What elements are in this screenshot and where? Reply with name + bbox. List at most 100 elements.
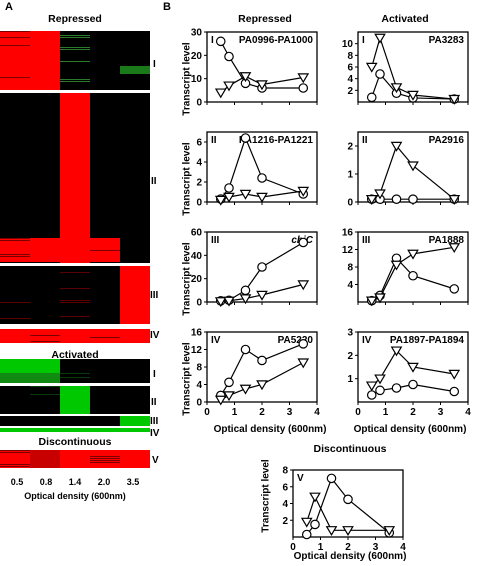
heatmap-cluster-label: II	[151, 176, 157, 187]
data-point-circle	[366, 92, 377, 103]
y-tick-label: 0	[196, 198, 202, 209]
data-point-triangle	[300, 517, 313, 528]
x-tick-label: 1	[232, 407, 238, 418]
data-point-circle	[298, 339, 309, 349]
cluster-label: IV	[362, 335, 372, 346]
heatmap-cell	[60, 266, 90, 324]
heatmap-x-tick: 0.8	[39, 477, 53, 487]
y-tick-label: 1	[347, 374, 353, 385]
data-point-triangle	[342, 526, 354, 537]
data-point-triangle	[374, 189, 386, 200]
heatmap-cell	[60, 316, 90, 317]
y-tick-label: 30	[191, 28, 203, 39]
heatmap-cell	[90, 359, 120, 383]
plot-discontinuous-V: 2 4 6 8 0 1 2 3 4 V	[282, 466, 406, 554]
heatmap-cell	[60, 79, 90, 80]
y-tick-label: 2	[347, 142, 353, 153]
data-point-triangle	[297, 73, 310, 84]
data-point-triangle	[223, 296, 235, 307]
gene-label: PA3283	[429, 35, 465, 46]
heatmap-discontinuous-title: Discontinuous	[38, 436, 112, 448]
heatmap-cell	[0, 266, 30, 324]
y-tick-label: 6	[282, 482, 288, 493]
data-point-circle	[240, 133, 251, 143]
data-point-triangle	[256, 290, 268, 301]
data-point-circle	[366, 390, 377, 400]
x-axis-label: Optical density (600nm)	[293, 551, 407, 562]
heatmap-cell	[60, 329, 90, 343]
x-tick-label: 4	[465, 407, 471, 418]
heatmap-cell	[90, 266, 120, 324]
data-point-circle	[449, 386, 460, 397]
data-point-triangle	[256, 192, 268, 203]
data-point-circle	[257, 355, 267, 366]
heatmap-cell	[90, 329, 120, 343]
y-tick-label: 20	[191, 274, 203, 285]
data-point-triangle	[365, 381, 378, 392]
x-tick-label: 4	[314, 407, 320, 418]
heatmap	[0, 31, 150, 468]
heatmap-cell	[60, 359, 90, 383]
x-tick-label: 3	[373, 542, 379, 553]
heatmap-cell	[60, 93, 90, 264]
y-tick-label: 4	[347, 74, 353, 85]
plot-repressed-III: 0204060IIIchiC	[191, 228, 318, 309]
data-point-circle	[375, 69, 385, 79]
y-tick-label: 12	[342, 245, 354, 256]
gene-label: PA2916	[429, 135, 465, 146]
heatmap-x-tick: 0.5	[10, 477, 24, 487]
heatmap-cell	[30, 31, 60, 90]
heatmap-cell	[90, 458, 120, 459]
heatmap-cell	[30, 386, 60, 414]
heatmap-cell	[0, 31, 30, 32]
heatmap-cell	[30, 266, 60, 324]
heatmap-cell	[90, 386, 120, 414]
data-point-triangle	[239, 384, 252, 395]
data-point-circle	[224, 51, 234, 62]
data-point-triangle	[407, 90, 419, 101]
x-tick-label: 2	[345, 542, 351, 553]
data-point-triangle	[214, 195, 227, 206]
heatmap-cluster-label: II	[151, 397, 157, 408]
y-tick-label: 0	[196, 98, 202, 109]
heatmap-cell	[30, 394, 60, 395]
heatmap-cell	[0, 238, 30, 262]
heatmap-cell	[0, 93, 30, 264]
heatmap-cell	[0, 37, 30, 38]
heatmap-cell	[60, 81, 90, 82]
heatmap-cell	[120, 238, 150, 262]
y-tick-label: 4	[196, 158, 202, 169]
x-tick-label: 1	[318, 542, 324, 553]
data-point-triangle	[374, 33, 386, 44]
gene-label: PA5220	[278, 335, 314, 346]
x-tick-label: 0	[355, 407, 361, 418]
heatmap-cell	[0, 452, 30, 453]
heatmap-cell	[0, 31, 30, 90]
data-point-triangle	[239, 189, 252, 200]
heatmap-cell	[90, 93, 120, 264]
heatmap-cluster-label: III	[150, 290, 159, 301]
heatmap-cluster-label: IV	[150, 330, 160, 341]
heatmap-cell	[60, 377, 90, 378]
cluster-label: IV	[211, 335, 221, 346]
data-point-triangle	[365, 296, 378, 307]
heatmap-cell	[60, 386, 90, 414]
y-tick-label: 0	[196, 398, 202, 409]
y-tick-label: 4	[347, 280, 353, 291]
heatmap-cluster-label: IV	[150, 428, 160, 439]
y-axis-label: Transcript level	[260, 459, 272, 533]
heatmap-cell	[60, 238, 90, 262]
data-point-triangle	[297, 186, 310, 197]
heatmap-cell	[120, 93, 150, 264]
data-point-triangle	[297, 280, 310, 291]
heatmap-cell	[0, 254, 30, 255]
heatmap-x-tick: 3.5	[126, 477, 140, 487]
y-axis-label: Transcript level	[181, 242, 193, 316]
x-tick-label: 1	[383, 407, 389, 418]
heatmap-cell	[90, 428, 120, 432]
x-tick-label: 3	[287, 407, 293, 418]
cluster-label: I	[362, 35, 365, 46]
data-point-circle	[298, 83, 309, 93]
